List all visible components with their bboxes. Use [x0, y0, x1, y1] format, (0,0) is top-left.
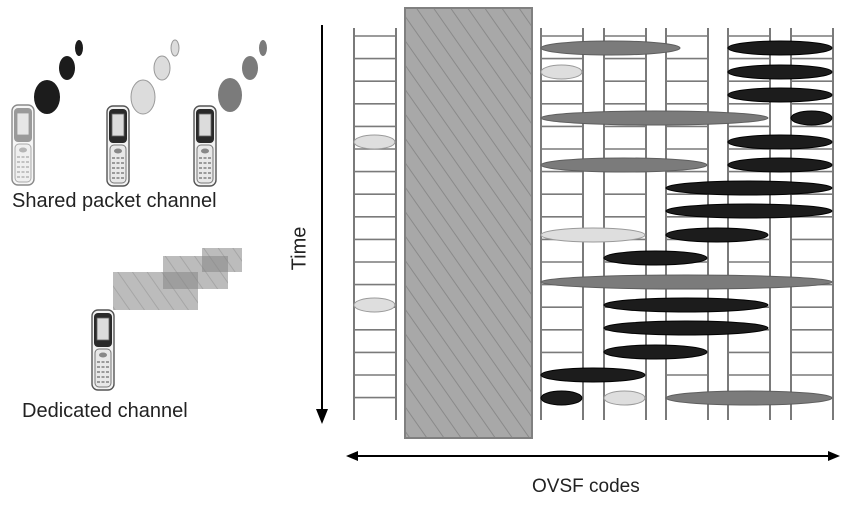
- phone-icon: [91, 309, 115, 391]
- packet-oval: [603, 320, 769, 336]
- packet-oval: [727, 40, 833, 56]
- code-ladder: [727, 28, 771, 420]
- code-ladder: [540, 28, 584, 420]
- packet-oval: [540, 227, 646, 243]
- packet-oval: [727, 134, 833, 150]
- dedicated-channel-label: Dedicated channel: [22, 400, 188, 422]
- packet-oval: [727, 157, 833, 173]
- packet-oval: [790, 110, 833, 126]
- dedicated-block-icon: [113, 248, 242, 310]
- code-ladder: [603, 28, 647, 420]
- phone-icon: [11, 104, 35, 186]
- packet-oval: [540, 64, 583, 80]
- packet-oval: [727, 87, 833, 103]
- code-ladder: [353, 28, 397, 420]
- packet-oval: [665, 203, 833, 219]
- code-ladder: [790, 28, 834, 420]
- packet-oval: [540, 157, 708, 173]
- packet-oval: [665, 227, 769, 243]
- packet-oval: [540, 367, 646, 383]
- packet-oval: [540, 110, 769, 126]
- packet-oval: [603, 250, 708, 266]
- ovsf-codes-axis-label: OVSF codes: [532, 476, 640, 497]
- packet-oval: [353, 134, 396, 150]
- packet-oval: [603, 344, 708, 360]
- codes-axis-arrow: [346, 451, 840, 461]
- packet-bubble-icon: [34, 40, 83, 114]
- packet-oval: [665, 390, 833, 406]
- phone-icon: [106, 105, 130, 187]
- code-ladder: [665, 28, 709, 420]
- packet-oval: [540, 40, 681, 56]
- dedicated-code-block: [404, 7, 533, 439]
- packet-bursts: [353, 40, 833, 406]
- packet-oval: [353, 297, 396, 313]
- packet-oval: [727, 64, 833, 80]
- packet-oval: [603, 390, 646, 406]
- shared-packet-group: [11, 39, 267, 187]
- packet-bubble-icon: [218, 40, 267, 112]
- packet-oval: [603, 297, 769, 313]
- shared-packet-channel-label: Shared packet channel: [12, 190, 217, 212]
- packet-oval: [540, 274, 833, 290]
- packet-oval: [540, 390, 583, 406]
- time-axis-arrow: [316, 25, 328, 424]
- dedicated-channel-codes: [404, 7, 533, 439]
- phone-icon: [193, 105, 217, 187]
- packet-bubble-icon: [130, 39, 180, 115]
- packet-oval: [665, 180, 833, 196]
- time-axis-label: Time: [288, 226, 311, 271]
